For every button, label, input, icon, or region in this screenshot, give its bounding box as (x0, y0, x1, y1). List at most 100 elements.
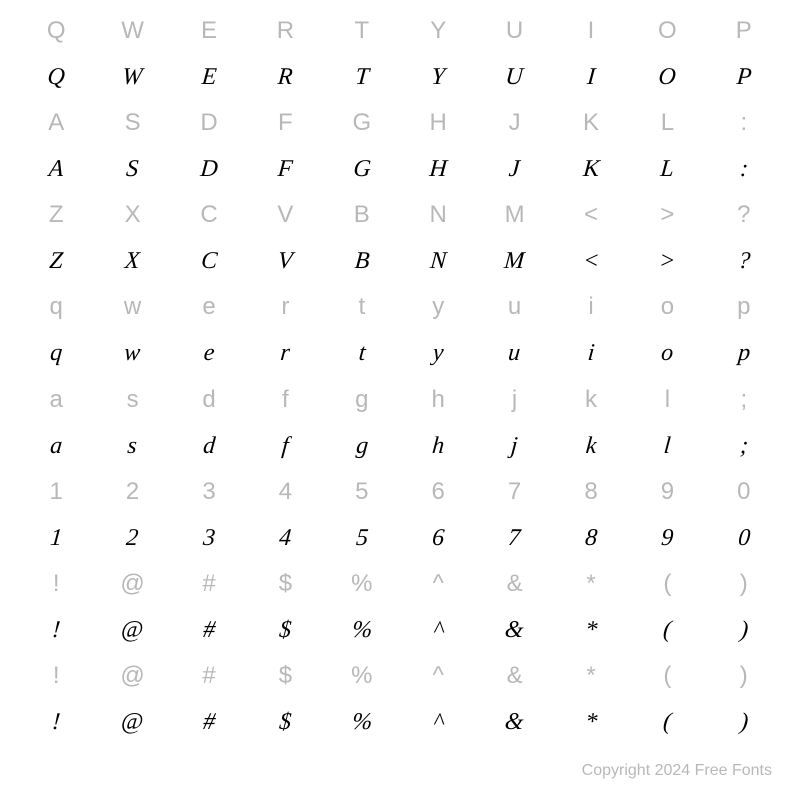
reference-glyph: O (629, 8, 705, 54)
reference-glyph: V (247, 192, 323, 238)
reference-glyph: # (171, 561, 247, 607)
sample-glyph: f (245, 423, 325, 469)
reference-glyph: P (706, 8, 782, 54)
reference-glyph: G (324, 100, 400, 146)
reference-glyph: ( (629, 561, 705, 607)
sample-glyph: & (474, 699, 554, 745)
reference-glyph: q (18, 284, 94, 330)
reference-glyph: L (629, 100, 705, 146)
sample-glyph: % (322, 607, 402, 653)
sample-glyph: K (551, 146, 631, 192)
character-map-grid: QWERTYUIOPQWERTYUIOPASDFGHJKL:ASDFGHJKL:… (0, 0, 800, 745)
sample-glyph: I (551, 54, 631, 100)
reference-glyph: 7 (476, 469, 552, 515)
reference-glyph: Y (400, 8, 476, 54)
sample-glyph: p (704, 330, 784, 376)
reference-glyph: Q (18, 8, 94, 54)
reference-glyph: U (476, 8, 552, 54)
sample-glyph: D (169, 146, 249, 192)
sample-glyph: C (169, 238, 249, 284)
reference-glyph: s (94, 377, 170, 423)
sample-glyph: 6 (398, 515, 478, 561)
sample-glyph: $ (245, 699, 325, 745)
reference-glyph: S (94, 100, 170, 146)
reference-glyph: w (94, 284, 170, 330)
reference-glyph: 1 (18, 469, 94, 515)
sample-glyph: A (16, 146, 96, 192)
sample-glyph: X (92, 238, 172, 284)
sample-glyph: k (551, 423, 631, 469)
sample-glyph: @ (92, 607, 172, 653)
sample-glyph: ? (704, 238, 784, 284)
sample-glyph: ^ (398, 607, 478, 653)
reference-glyph: ) (706, 561, 782, 607)
reference-glyph: @ (94, 653, 170, 699)
reference-glyph: l (629, 377, 705, 423)
sample-glyph: T (322, 54, 402, 100)
sample-glyph: E (169, 54, 249, 100)
reference-glyph: # (171, 653, 247, 699)
sample-glyph: Y (398, 54, 478, 100)
reference-glyph: o (629, 284, 705, 330)
reference-glyph: H (400, 100, 476, 146)
sample-glyph: e (169, 330, 249, 376)
sample-glyph: % (322, 699, 402, 745)
sample-glyph: ! (16, 699, 96, 745)
sample-glyph: O (627, 54, 707, 100)
reference-glyph: B (324, 192, 400, 238)
sample-glyph: q (16, 330, 96, 376)
reference-glyph: ^ (400, 561, 476, 607)
sample-glyph: N (398, 238, 478, 284)
sample-glyph: J (474, 146, 554, 192)
sample-glyph: d (169, 423, 249, 469)
reference-glyph: ! (18, 653, 94, 699)
sample-glyph: l (627, 423, 707, 469)
sample-glyph: * (551, 699, 631, 745)
reference-glyph: ^ (400, 653, 476, 699)
reference-glyph: 5 (324, 469, 400, 515)
sample-glyph: L (627, 146, 707, 192)
sample-glyph: 4 (245, 515, 325, 561)
sample-glyph: t (322, 330, 402, 376)
sample-glyph: $ (245, 607, 325, 653)
sample-glyph: 1 (16, 515, 96, 561)
reference-glyph: j (476, 377, 552, 423)
reference-glyph: 0 (706, 469, 782, 515)
reference-glyph: * (553, 653, 629, 699)
reference-glyph: ( (629, 653, 705, 699)
reference-glyph: r (247, 284, 323, 330)
reference-glyph: u (476, 284, 552, 330)
sample-glyph: ( (627, 607, 707, 653)
sample-glyph: Q (16, 54, 96, 100)
sample-glyph: ^ (398, 699, 478, 745)
reference-glyph: i (553, 284, 629, 330)
reference-glyph: y (400, 284, 476, 330)
reference-glyph: I (553, 8, 629, 54)
reference-glyph: ; (706, 377, 782, 423)
reference-glyph: % (324, 653, 400, 699)
reference-glyph: t (324, 284, 400, 330)
reference-glyph: $ (247, 653, 323, 699)
reference-glyph: 3 (171, 469, 247, 515)
reference-glyph: d (171, 377, 247, 423)
sample-glyph: s (92, 423, 172, 469)
reference-glyph: N (400, 192, 476, 238)
sample-glyph: 5 (322, 515, 402, 561)
sample-glyph: y (398, 330, 478, 376)
sample-glyph: # (169, 607, 249, 653)
reference-glyph: C (171, 192, 247, 238)
sample-glyph: r (245, 330, 325, 376)
sample-glyph: 0 (704, 515, 784, 561)
sample-glyph: 3 (169, 515, 249, 561)
reference-glyph: E (171, 8, 247, 54)
reference-glyph: g (324, 377, 400, 423)
reference-glyph: a (18, 377, 94, 423)
sample-glyph: : (704, 146, 784, 192)
reference-glyph: % (324, 561, 400, 607)
reference-glyph: < (553, 192, 629, 238)
reference-glyph: 4 (247, 469, 323, 515)
sample-glyph: # (169, 699, 249, 745)
sample-glyph: ! (16, 607, 96, 653)
sample-glyph: B (322, 238, 402, 284)
sample-glyph: M (474, 238, 554, 284)
